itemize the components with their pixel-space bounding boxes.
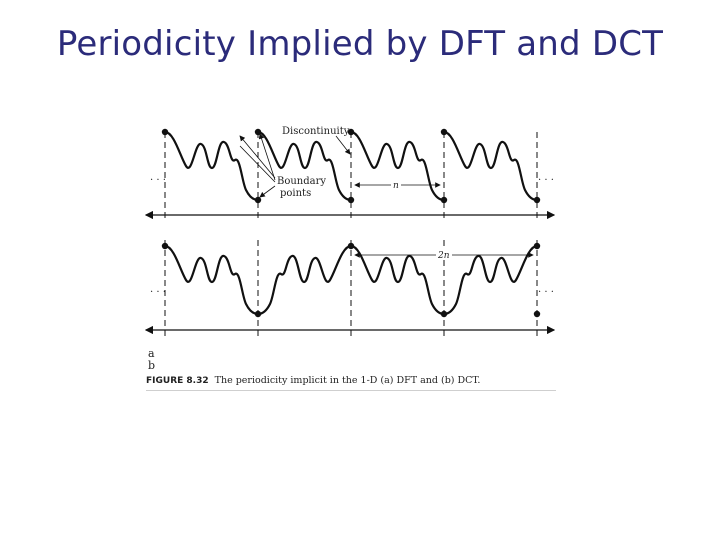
figure: . . . . . . Discontinuity Boundary point… bbox=[140, 120, 560, 395]
period-lines-a bbox=[164, 132, 538, 222]
ellipsis-right-b: . . . bbox=[538, 284, 554, 295]
boundary-dots-a bbox=[161, 128, 541, 204]
ellipsis-left-a: . . . bbox=[150, 172, 166, 183]
panel-label-a: a bbox=[148, 347, 155, 360]
periodicity-diagram: . . . . . . Discontinuity Boundary point… bbox=[144, 126, 556, 338]
slide-title: Periodicity Implied by DFT and DCT bbox=[56, 24, 664, 64]
caption-id: FIGURE 8.32 bbox=[146, 376, 209, 386]
boundary-arrows bbox=[239, 133, 276, 198]
figure-caption: FIGURE 8.32 The periodicity implicit in t… bbox=[146, 375, 480, 386]
ellipsis-left-b: . . . bbox=[150, 284, 166, 295]
panel-label-b: b bbox=[148, 359, 156, 372]
discontinuity-arrow bbox=[335, 135, 351, 155]
boundary-points-label-2: points bbox=[280, 188, 311, 199]
panel-b-dct: . . . . . . 2n bbox=[144, 240, 556, 338]
caption-divider bbox=[146, 390, 556, 391]
boundary-dots-b bbox=[161, 242, 541, 318]
ellipsis-right-a: . . . bbox=[538, 172, 554, 183]
discontinuity-label: Discontinuity bbox=[282, 126, 350, 137]
period-2n-label: 2n bbox=[437, 251, 450, 261]
period-lines-b bbox=[164, 240, 538, 338]
panel-a-dft: . . . . . . Discontinuity Boundary point… bbox=[144, 126, 556, 222]
caption-text: The periodicity implicit in the 1-D (a) … bbox=[214, 375, 481, 386]
boundary-points-label: Boundary bbox=[277, 176, 326, 187]
period-n-label: n bbox=[393, 181, 399, 191]
waveform-b bbox=[164, 244, 538, 316]
